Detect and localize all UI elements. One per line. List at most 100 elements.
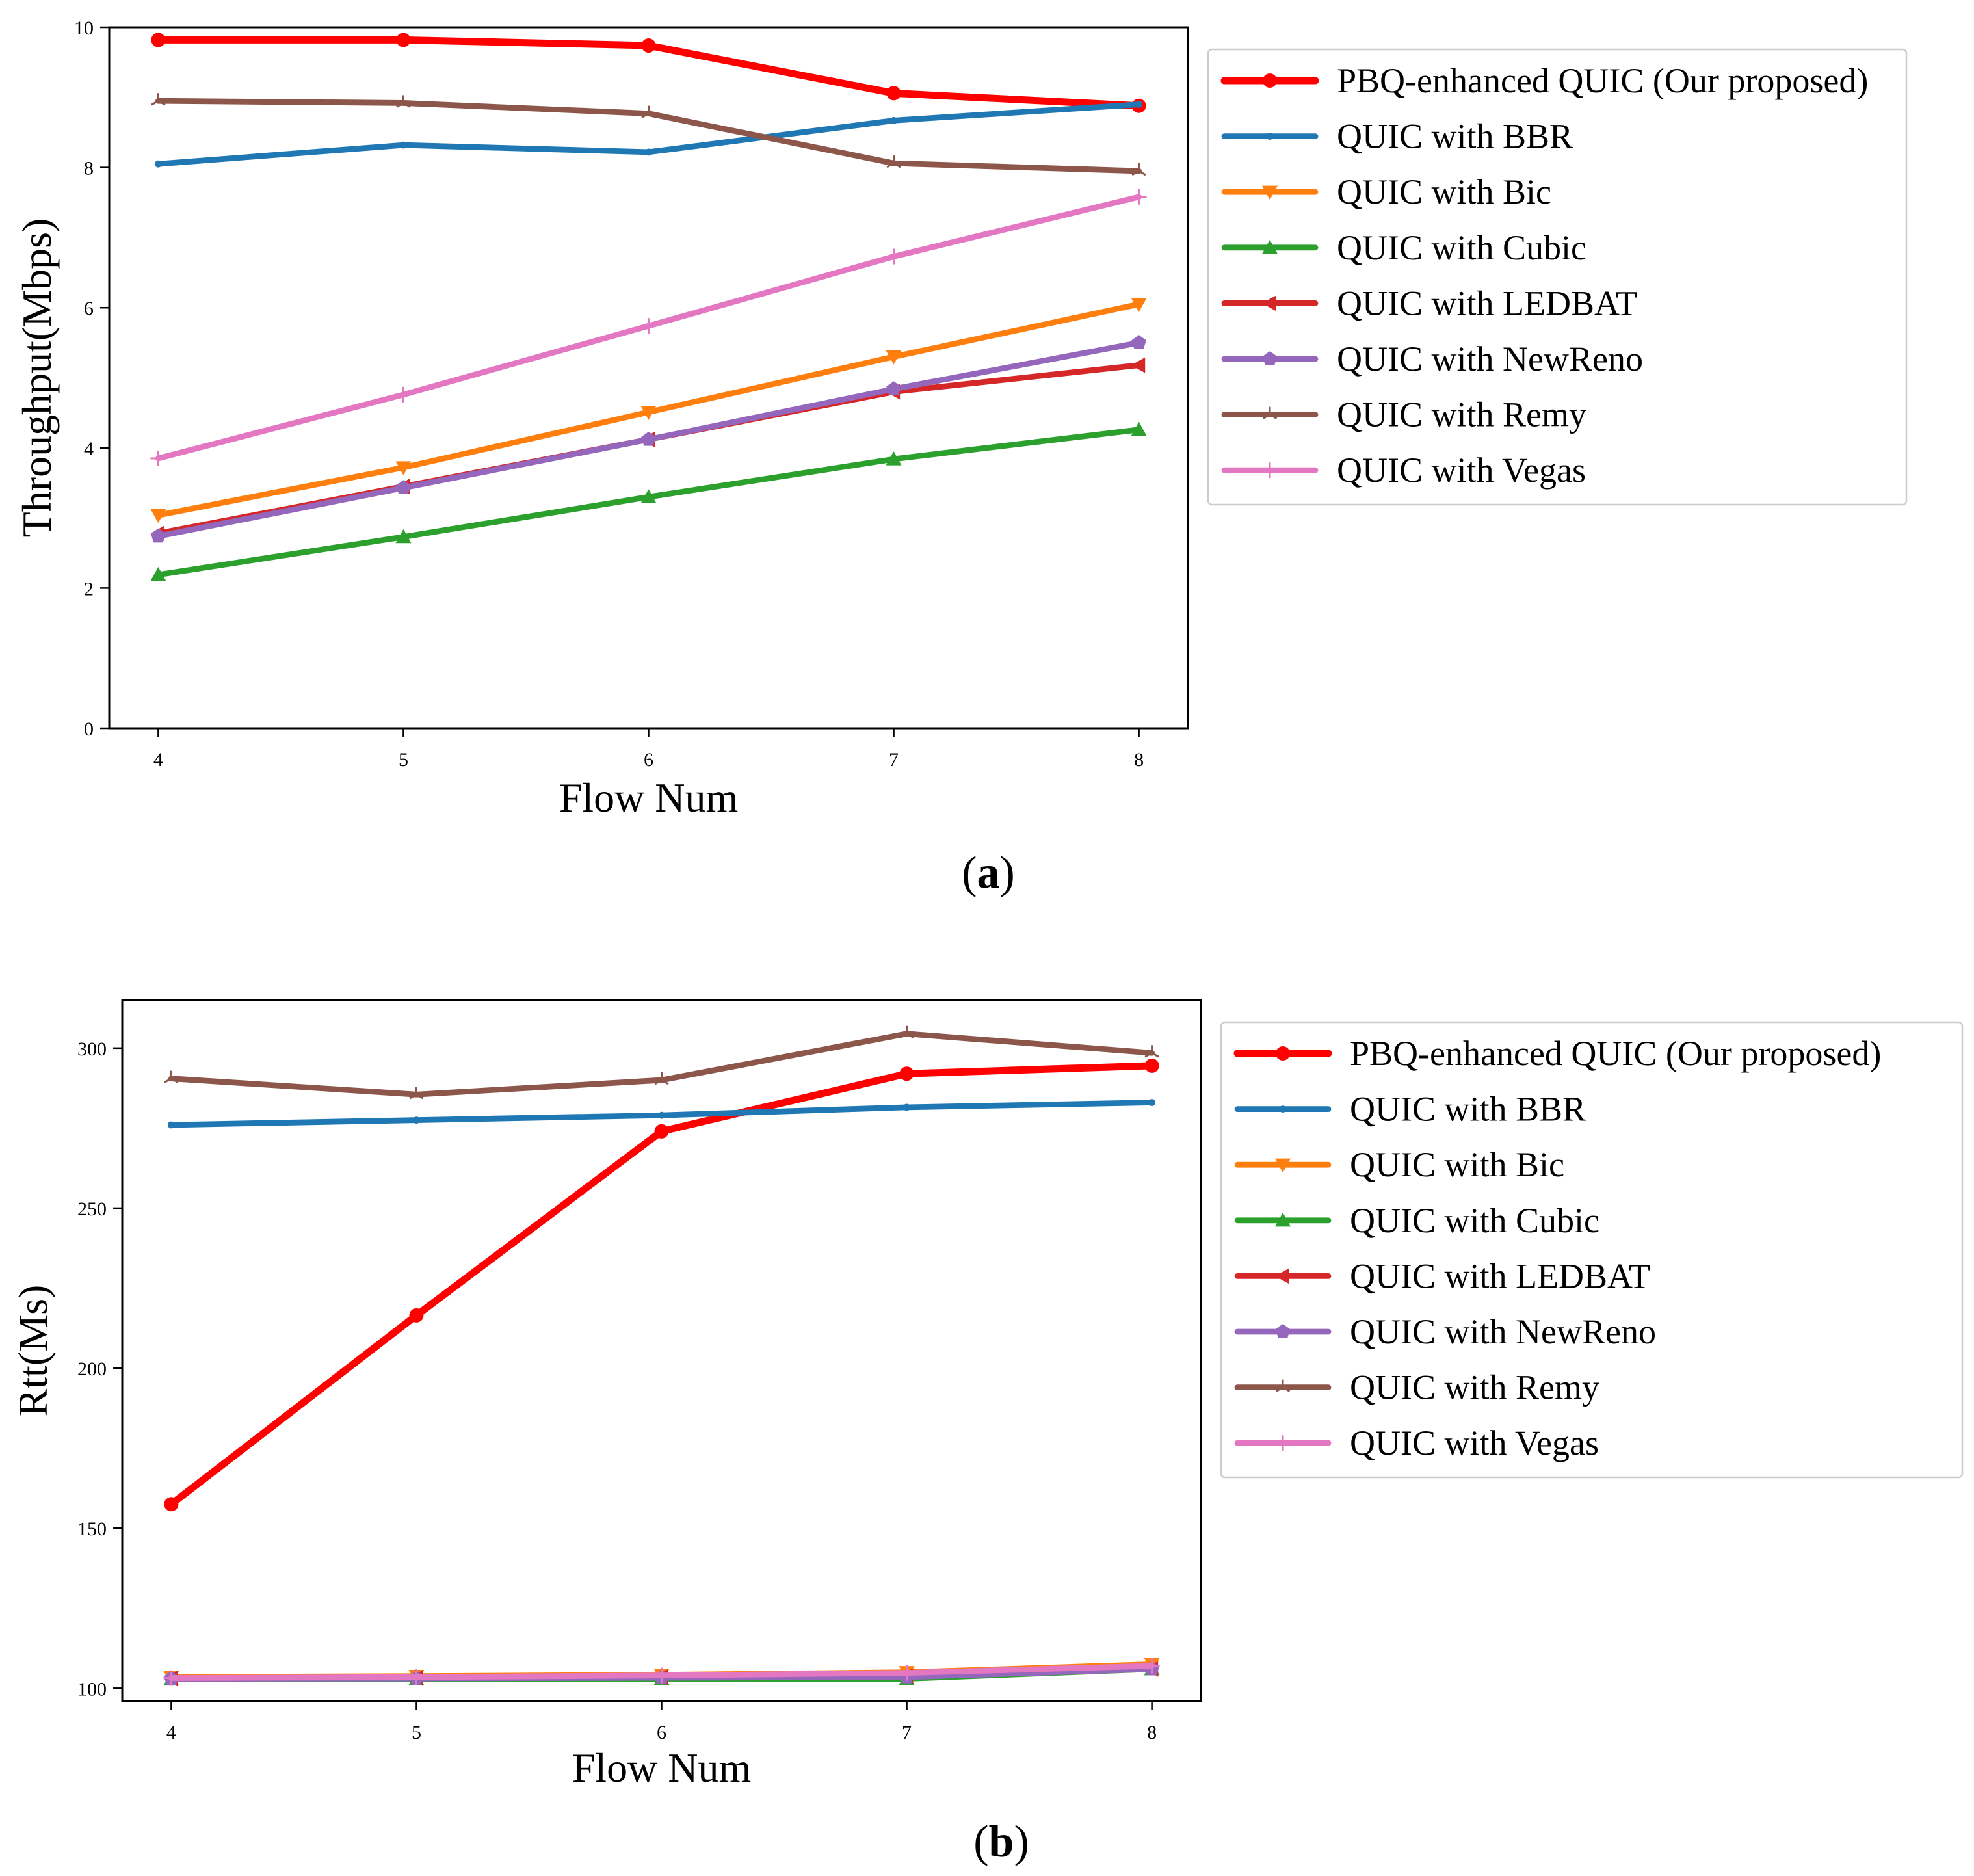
data-point <box>395 386 412 403</box>
data-point <box>1131 357 1146 373</box>
legend-marker <box>1262 406 1278 419</box>
legend-item: QUIC with Vegas <box>1234 1423 1599 1462</box>
y-tick-label: 200 <box>77 1358 107 1380</box>
data-point <box>1131 298 1147 312</box>
data-point <box>150 528 166 543</box>
data-point <box>1144 1045 1159 1058</box>
legend-item: QUIC with BBR <box>1234 1090 1586 1129</box>
data-point <box>150 450 166 466</box>
data-point <box>890 116 897 124</box>
legend-marker <box>1266 133 1274 140</box>
data-point <box>400 141 407 149</box>
x-tick-label: 7 <box>889 749 899 771</box>
x-tick-label: 7 <box>902 1722 912 1743</box>
data-point <box>409 1308 424 1323</box>
data-point <box>1131 163 1146 176</box>
legend-marker <box>1262 239 1278 254</box>
x-axis-title: Flow Num <box>572 1745 752 1791</box>
data-point <box>886 155 901 168</box>
data-point <box>886 381 901 395</box>
legend-label: QUIC with Cubic <box>1350 1201 1599 1240</box>
data-point <box>395 529 412 544</box>
legend-marker <box>1275 1268 1289 1284</box>
legend-label: QUIC with Vegas <box>1337 451 1586 490</box>
data-point <box>396 33 411 47</box>
data-point <box>899 1025 914 1038</box>
series-5 <box>150 335 1147 543</box>
legend-item: QUIC with LEDBAT <box>1234 1256 1650 1295</box>
data-point <box>1131 189 1147 205</box>
data-point <box>164 1070 179 1083</box>
data-point <box>886 86 901 101</box>
legend-label: QUIC with Remy <box>1337 395 1586 434</box>
legend-marker <box>1275 1324 1291 1338</box>
series-6 <box>164 1025 1159 1100</box>
y-tick-label: 100 <box>77 1678 107 1700</box>
legend-item: QUIC with LEDBAT <box>1221 284 1637 323</box>
legend-label: QUIC with Bic <box>1350 1145 1564 1184</box>
data-point <box>654 1072 669 1085</box>
legend: PBQ-enhanced QUIC (Our proposed) QUIC wit… <box>1220 1021 1964 1479</box>
legend-item: QUIC with Cubic <box>1221 228 1586 267</box>
legend-marker <box>1262 351 1278 365</box>
data-point <box>163 1670 179 1686</box>
y-tick-label: 150 <box>77 1518 107 1540</box>
series-0 <box>164 1058 1159 1512</box>
data-point <box>640 318 657 334</box>
legend-marker <box>1279 1105 1287 1113</box>
legend-item: PBQ-enhanced QUIC (Our proposed) <box>1220 61 1868 100</box>
y-tick-label: 2 <box>84 578 94 600</box>
data-point <box>1135 101 1142 108</box>
legend-item: QUIC with Bic <box>1221 172 1551 211</box>
legend-item: QUIC with Vegas <box>1221 451 1586 490</box>
legend-marker <box>1262 185 1278 200</box>
legend-item: QUIC with Bic <box>1234 1145 1564 1184</box>
data-point <box>408 1669 425 1685</box>
legend-label: QUIC with Vegas <box>1350 1423 1599 1462</box>
y-tick-label: 6 <box>84 298 94 319</box>
series-1 <box>155 101 1142 168</box>
data-point <box>899 1665 915 1681</box>
data-point <box>886 451 902 466</box>
data-point <box>1148 1099 1155 1106</box>
x-tick-label: 8 <box>1134 749 1144 771</box>
x-tick-label: 4 <box>166 1722 176 1743</box>
data-point <box>150 566 166 581</box>
legend-label: PBQ-enhanced QUIC (Our proposed) <box>1350 1034 1881 1073</box>
data-point <box>641 105 656 118</box>
legend-item: QUIC with NewReno <box>1221 339 1643 378</box>
data-point <box>653 1667 670 1684</box>
legend-item: PBQ-enhanced QUIC (Our proposed) <box>1233 1034 1881 1073</box>
data-point <box>168 1121 175 1129</box>
legend-label: QUIC with LEDBAT <box>1337 284 1637 323</box>
data-point <box>150 509 166 523</box>
y-tick-label: 8 <box>84 158 94 179</box>
x-tick-label: 6 <box>644 749 653 771</box>
data-point <box>886 248 902 265</box>
y-tick-label: 10 <box>74 18 94 39</box>
series-2 <box>150 298 1147 523</box>
x-tick-label: 5 <box>399 749 408 771</box>
series-7 <box>163 1658 1160 1686</box>
legend-label: PBQ-enhanced QUIC (Our proposed) <box>1337 61 1868 100</box>
legend: PBQ-enhanced QUIC (Our proposed) QUIC wit… <box>1207 48 1908 506</box>
x-axis-title: Flow Num <box>559 774 739 821</box>
chart-panel-a: 4 5 6 7 8 0 2 4 6 8 10 Flow Num Throughput(Mbps) PBQ-… <box>14 18 1908 898</box>
data-point <box>654 1124 669 1139</box>
x-tick-label: 6 <box>657 1722 666 1743</box>
data-point <box>1131 421 1147 436</box>
legend-item: QUIC with Remy <box>1221 395 1586 434</box>
x-tick-label: 5 <box>412 1722 421 1743</box>
legend-item: QUIC with Remy <box>1234 1368 1599 1407</box>
panel-label: (a) <box>962 848 1015 898</box>
plot-area <box>150 33 1147 581</box>
data-point <box>151 33 166 47</box>
plot-area <box>163 1025 1160 1687</box>
data-point <box>1144 1058 1159 1073</box>
data-point <box>395 461 412 475</box>
legend-box <box>1207 48 1908 506</box>
data-point <box>886 350 902 365</box>
legend-item: QUIC with Cubic <box>1234 1201 1599 1240</box>
legend-marker <box>1262 295 1276 311</box>
